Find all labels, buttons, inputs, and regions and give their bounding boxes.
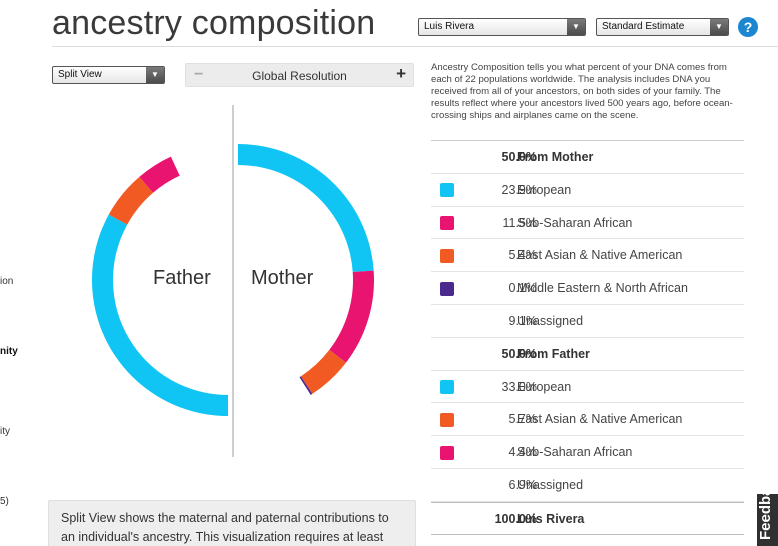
percent-value: 100.0% xyxy=(494,511,537,526)
table-row[interactable]: 9.1% Unassigned xyxy=(431,305,744,338)
population-name: Middle Eastern & North African xyxy=(517,281,688,296)
person-select-value: Luis Rivera xyxy=(424,21,475,32)
split-view-chart: Father Mother xyxy=(52,100,414,470)
population-name: Unassigned xyxy=(517,477,584,492)
mother-label: Mother xyxy=(251,267,314,289)
father-label: Father xyxy=(153,267,211,289)
color-swatch xyxy=(440,281,454,296)
sidebar-fragment[interactable]: ity xyxy=(0,426,10,437)
table-row[interactable]: 11.5% Sub-Saharan African xyxy=(431,207,744,240)
split-donut-svg xyxy=(91,105,374,457)
percent-value: 6.9% xyxy=(508,477,538,492)
chevron-down-icon: ▼ xyxy=(567,19,585,35)
percent-value: 5.7% xyxy=(508,412,538,427)
sidebar-fragment[interactable]: 5) xyxy=(0,496,9,507)
percent-value: 33.0% xyxy=(501,379,537,394)
father-segment[interactable] xyxy=(108,176,154,225)
table-group-header: 50.0% From Mother xyxy=(431,141,744,174)
population-name: Luis Rivera xyxy=(517,511,585,526)
father-segment[interactable] xyxy=(139,156,180,193)
person-select[interactable]: Luis Rivera ▼ xyxy=(418,18,586,36)
table-row[interactable]: 6.9% Unassigned xyxy=(431,469,744,502)
color-swatch xyxy=(440,216,454,231)
table-row[interactable]: 23.9% European xyxy=(431,174,744,207)
view-select-value: Split View xyxy=(58,69,102,80)
population-name: East Asian & Native American xyxy=(517,412,683,427)
population-name: Sub-Saharan African xyxy=(517,215,633,230)
population-name: Sub-Saharan African xyxy=(517,445,633,460)
percent-value: 50.0% xyxy=(501,150,537,164)
ancestry-description: Ancestry Composition tells you what perc… xyxy=(431,62,733,121)
mother-segment[interactable] xyxy=(299,376,313,395)
decrease-resolution-button[interactable]: − xyxy=(194,66,204,83)
population-name: East Asian & Native American xyxy=(517,248,683,263)
population-name: From Father xyxy=(517,346,590,361)
population-name: From Mother xyxy=(517,150,594,164)
table-row[interactable]: 0.1% Middle Eastern & North African xyxy=(431,272,744,305)
chevron-down-icon: ▼ xyxy=(146,67,164,83)
color-swatch xyxy=(440,412,454,427)
percent-value: 4.4% xyxy=(508,445,538,460)
father-segment[interactable] xyxy=(91,214,228,416)
resolution-label: Global Resolution xyxy=(252,69,347,83)
population-name: European xyxy=(517,182,572,197)
chevron-down-icon: ▼ xyxy=(710,19,728,35)
percent-value: 50.0% xyxy=(501,346,537,361)
resolution-control: − Global Resolution + xyxy=(185,63,414,87)
percent-value: 0.1% xyxy=(508,281,538,296)
mother-segment[interactable] xyxy=(329,270,374,363)
color-swatch xyxy=(440,380,454,395)
table-row[interactable]: 5.4% East Asian & Native American xyxy=(431,239,744,273)
population-name: Unassigned xyxy=(517,313,584,328)
percent-value: 9.1% xyxy=(508,313,538,328)
percent-value: 5.4% xyxy=(508,248,538,263)
table-row[interactable]: 33.0% European xyxy=(431,371,744,404)
estimate-select-value: Standard Estimate xyxy=(602,21,685,32)
table-row[interactable]: 4.4% Sub-Saharan African xyxy=(431,436,744,469)
sidebar-fragment[interactable]: ion xyxy=(0,276,14,287)
table-row[interactable]: 5.7% East Asian & Native American xyxy=(431,403,744,437)
sidebar-fragment-active[interactable]: nity xyxy=(0,346,18,357)
split-view-info-box: Split View shows the maternal and patern… xyxy=(48,500,416,546)
title-divider xyxy=(52,46,778,47)
percent-value: 23.9% xyxy=(501,182,537,197)
table-total-row: 100.0% Luis Rivera xyxy=(431,501,744,535)
view-select[interactable]: Split View ▼ xyxy=(52,66,165,84)
increase-resolution-button[interactable]: + xyxy=(396,64,406,83)
estimate-select[interactable]: Standard Estimate ▼ xyxy=(596,18,729,36)
population-name: European xyxy=(517,379,572,394)
feedback-tab[interactable]: Feedback xyxy=(757,494,778,546)
mother-segment[interactable] xyxy=(300,349,346,394)
ancestry-table: 50.0% From Mother 23.9% European 11.5% Sub-Sa… xyxy=(431,140,744,535)
percent-value: 11.5% xyxy=(502,215,537,230)
page-title: ancestry composition xyxy=(52,4,376,42)
color-swatch xyxy=(440,248,454,263)
help-button[interactable]: ? xyxy=(738,17,758,37)
color-swatch xyxy=(440,183,454,198)
feedback-label: Feedback xyxy=(757,494,774,540)
color-swatch xyxy=(440,445,454,460)
table-group-header: 50.0% From Father xyxy=(431,338,744,371)
mother-segment[interactable] xyxy=(238,144,374,273)
